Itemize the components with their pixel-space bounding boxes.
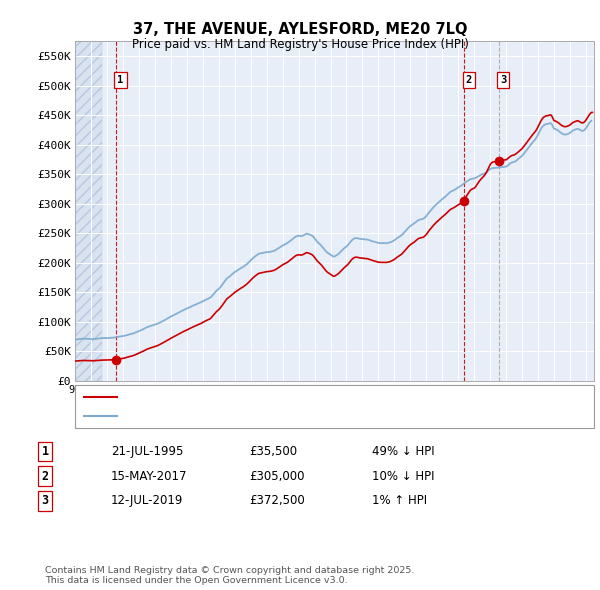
Text: HPI: Average price, semi-detached house, Tonbridge and Malling: HPI: Average price, semi-detached house,… [123, 411, 475, 421]
Text: 12-JUL-2019: 12-JUL-2019 [111, 494, 184, 507]
Text: £35,500: £35,500 [249, 445, 297, 458]
Text: 3: 3 [41, 494, 49, 507]
Text: 2: 2 [466, 75, 472, 84]
Text: £305,000: £305,000 [249, 470, 305, 483]
Text: 21-JUL-1995: 21-JUL-1995 [111, 445, 184, 458]
Text: 3: 3 [500, 75, 506, 84]
Text: 1: 1 [41, 445, 49, 458]
Text: 1: 1 [118, 75, 124, 84]
Text: 37, THE AVENUE, AYLESFORD, ME20 7LQ: 37, THE AVENUE, AYLESFORD, ME20 7LQ [133, 22, 467, 37]
Text: 10% ↓ HPI: 10% ↓ HPI [372, 470, 434, 483]
Text: Price paid vs. HM Land Registry's House Price Index (HPI): Price paid vs. HM Land Registry's House … [131, 38, 469, 51]
Text: 1% ↑ HPI: 1% ↑ HPI [372, 494, 427, 507]
Text: Contains HM Land Registry data © Crown copyright and database right 2025.
This d: Contains HM Land Registry data © Crown c… [45, 566, 415, 585]
Text: 15-MAY-2017: 15-MAY-2017 [111, 470, 187, 483]
Text: £372,500: £372,500 [249, 494, 305, 507]
Text: 2: 2 [41, 470, 49, 483]
Text: 37, THE AVENUE, AYLESFORD, ME20 7LQ (semi-detached house): 37, THE AVENUE, AYLESFORD, ME20 7LQ (sem… [123, 392, 476, 402]
Text: 49% ↓ HPI: 49% ↓ HPI [372, 445, 434, 458]
